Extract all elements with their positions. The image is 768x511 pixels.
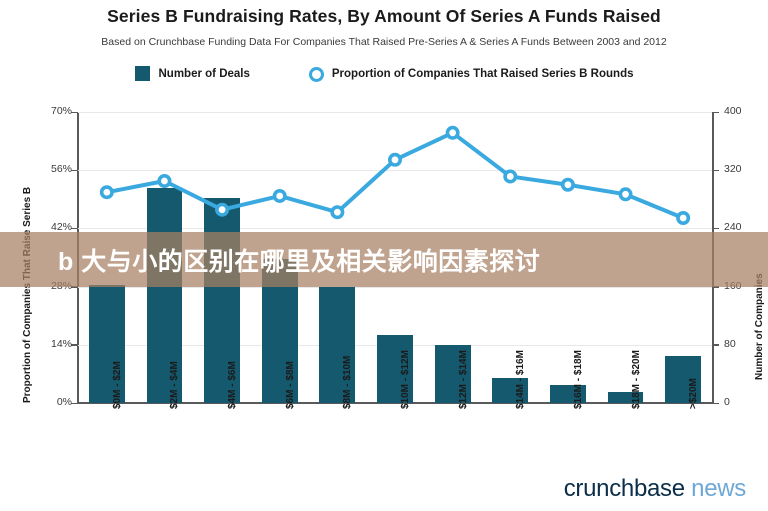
x-axis-tick-label: $0M - $2M (111, 361, 123, 409)
left-tick-label: 42% (50, 221, 72, 234)
left-tick-mark (71, 111, 77, 113)
bar[interactable] (550, 384, 586, 403)
bar-swatch-icon (134, 66, 150, 81)
legend-label-number-of-deals: Number of Deals (158, 67, 250, 80)
x-axis-tick-label: $18M - $20M (630, 350, 642, 409)
left-tick-label: 56% (50, 163, 72, 176)
legend-item-proportion-series-b[interactable]: Proportion of Companies That Raised Seri… (308, 66, 634, 82)
left-tick-mark (71, 227, 77, 230)
gridline (78, 112, 712, 113)
chart-legend: Number of Deals Proportion of Companies … (0, 66, 768, 82)
line-marker[interactable]: >$20M: 44.5% (676, 211, 691, 226)
right-axis-label: Number of Companies (754, 273, 765, 380)
right-axis-line (712, 112, 714, 403)
line-marker[interactable]: $18M - $20M: 50.2% (618, 187, 633, 202)
x-axis-tick-label: $10M - $12M (400, 350, 411, 409)
right-tick-mark (713, 111, 719, 113)
right-tick-label: 240 (724, 221, 742, 234)
circle-swatch-icon (308, 66, 324, 82)
x-axis-tick-label: >$20M (688, 378, 700, 409)
line-marker[interactable]: $4M - $6M: 46.5% (215, 202, 230, 217)
page-title: Series B Fundraising Rates, By Amount Of… (107, 6, 661, 26)
line-marker[interactable]: $2M - $4M: 53.4% (157, 174, 172, 189)
bar[interactable] (146, 187, 183, 403)
bar[interactable] (665, 355, 702, 403)
x-axis-tick-label: $8M - $10M (342, 355, 354, 409)
line-series: $0M - $2M: 50.7% $2M - $4M: 53.4% $4M - $6… (99, 125, 691, 226)
right-tick-mark (713, 169, 719, 172)
line-path (104, 130, 686, 221)
left-tick-mark (71, 344, 77, 346)
logo-secondary: news (691, 475, 746, 502)
right-tick-label: 0 (724, 396, 730, 408)
left-tick-label: 70% (50, 105, 72, 117)
gridline (78, 228, 712, 230)
gridline (78, 286, 712, 288)
line-marker[interactable]: $10M - $12M: 58.5% (387, 152, 402, 167)
left-tick-label: 0% (56, 396, 72, 408)
plot-area: 0% 14% 28% 42% 56% 70% 0 80 160 240 320 400 $0M - … (51, 105, 742, 408)
right-tick-label: 160 (724, 279, 742, 292)
crunchbase-news-logo: crunchbase news (563, 475, 747, 503)
right-tick-mark (713, 402, 719, 404)
chart-subtitle: Based on Crunchbase Funding Data For Com… (101, 36, 667, 48)
x-axis-tick-label: $14M - $16M (515, 350, 527, 409)
left-axis-label: Proportion of Companies That Raise Serie… (22, 186, 33, 403)
x-axis-tick-label: $12M - $14M (457, 350, 469, 409)
legend-item-number-of-deals[interactable]: Number of Deals (134, 66, 250, 81)
x-axis-tick-label: $4M - $6M (227, 361, 239, 409)
x-axis-tick-label: $16M - $18M (572, 350, 584, 409)
line-marker[interactable]: $6M - $8M: 49.8% (272, 188, 287, 203)
line-marker[interactable]: $16M - $18M: 52.5% (560, 177, 575, 192)
right-tick-mark (713, 286, 719, 288)
bar[interactable] (492, 377, 529, 403)
bar[interactable] (434, 344, 471, 403)
left-tick-label: 14% (50, 337, 72, 350)
left-tick-mark (71, 402, 77, 404)
left-tick-mark (71, 169, 77, 172)
x-axis-tick-label: $2M - $4M (169, 361, 181, 409)
x-axis-tick-label: $6M - $8M (284, 361, 296, 409)
right-tick-mark (713, 227, 719, 230)
bar[interactable] (607, 392, 644, 403)
left-tick-label: 28% (50, 279, 72, 292)
line-marker[interactable]: $8M - $10M: 45.9% (330, 205, 345, 220)
gridline (78, 170, 712, 172)
line-marker[interactable]: $0M - $2M: 50.7% (99, 185, 114, 200)
legend-label-proportion-series-b: Proportion of Companies That Raised Seri… (331, 67, 634, 80)
right-tick-label: 400 (724, 105, 742, 117)
line-marker[interactable]: $14M - $16M: 54.5% (503, 169, 518, 184)
line-marker[interactable]: $12M - $14M: 65% (445, 125, 460, 140)
bar[interactable] (377, 334, 413, 403)
right-tick-label: 320 (724, 163, 742, 176)
right-tick-label: 80 (724, 337, 736, 350)
bar[interactable] (88, 285, 125, 403)
logo-primary: crunchbase (563, 475, 685, 502)
bar[interactable] (319, 286, 356, 403)
right-tick-mark (713, 344, 719, 346)
